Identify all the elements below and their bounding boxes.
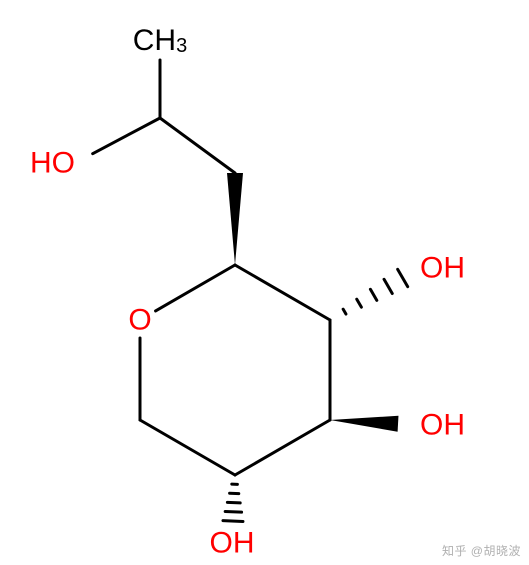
- bond-wedge-hash: [343, 269, 408, 314]
- atom-label: OH: [420, 409, 465, 442]
- watermark-text: 知乎 @胡晓波: [442, 542, 521, 559]
- atom-label: HO: [30, 147, 75, 180]
- bond-wedge-hash: [223, 484, 243, 521]
- atom-label: O: [128, 304, 151, 337]
- bond: [235, 265, 330, 320]
- bond-wedge-solid: [227, 173, 243, 265]
- bond: [235, 420, 330, 475]
- molecule-diagram: O CH3 HO OH OH OH: [0, 0, 529, 565]
- atom-label: OH: [420, 252, 465, 285]
- bond-wedge-solid: [330, 416, 398, 432]
- bond: [156, 265, 235, 311]
- atom-label: OH: [210, 527, 255, 560]
- bond: [160, 118, 235, 173]
- bond: [93, 118, 160, 154]
- bond: [140, 420, 235, 475]
- atom-label: CH3: [133, 24, 187, 58]
